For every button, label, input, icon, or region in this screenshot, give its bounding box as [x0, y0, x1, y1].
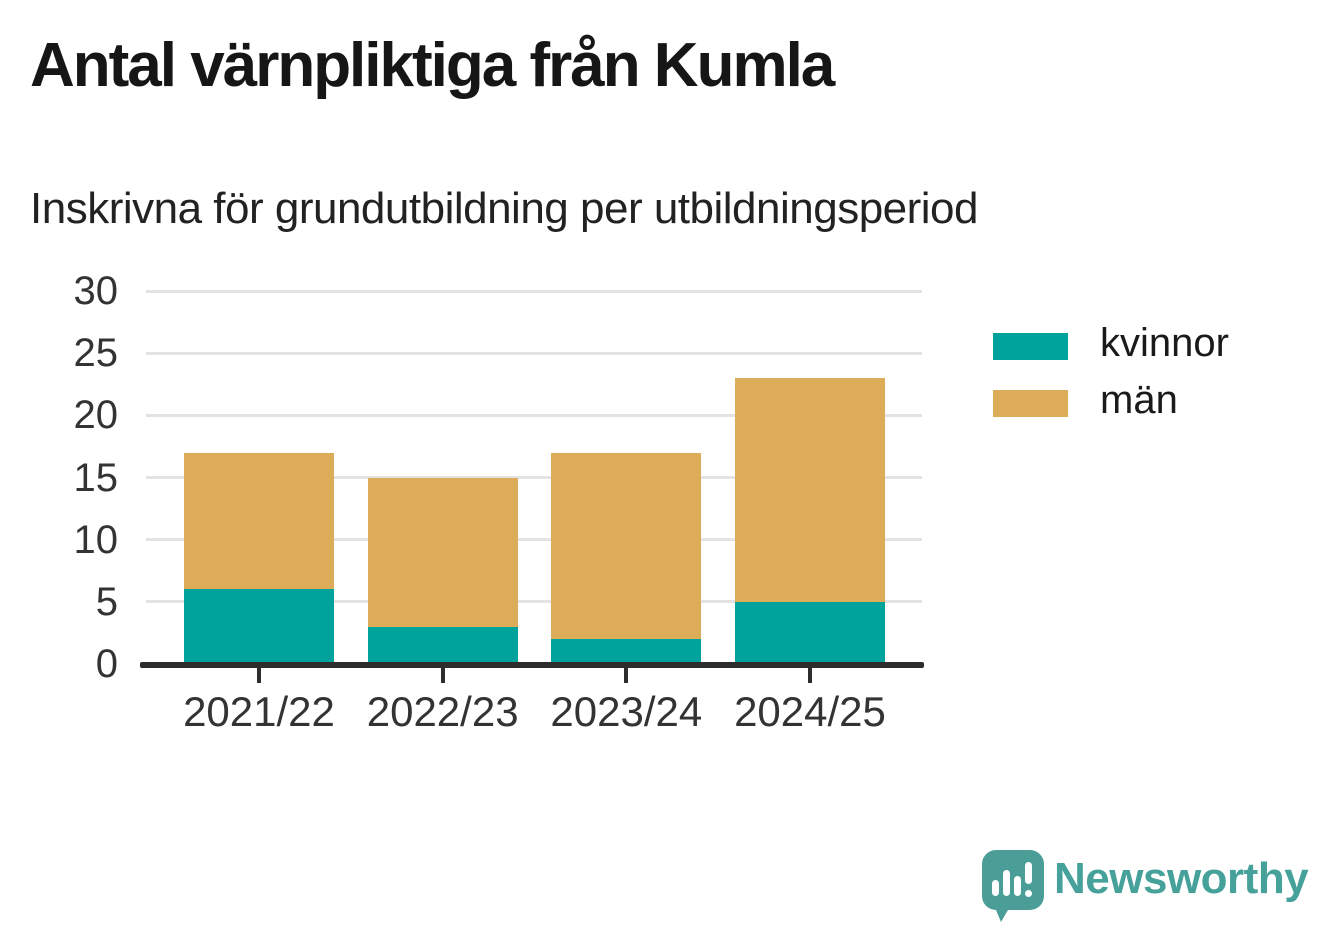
x-tick-label-2023/24: 2023/24: [550, 688, 703, 735]
newsworthy-logo: Newsworthy: [978, 846, 1309, 926]
x-axis-tick-2021/22: [257, 668, 261, 683]
y-tick-label-10: 10: [73, 517, 119, 562]
x-tick-label-2022/23: 2022/23: [366, 688, 519, 735]
x-axis-line: [140, 662, 924, 668]
legend-swatch-män: [993, 390, 1068, 417]
page-title: Antal värnpliktiga från Kumla: [30, 31, 835, 100]
gridline-y-30: [146, 289, 922, 293]
x-tick-label-2021/22: 2021/22: [183, 688, 335, 735]
x-tick-label-2024/25: 2024/25: [734, 688, 886, 735]
y-tick-label-25: 25: [73, 331, 119, 376]
x-axis-tick-2022/23: [440, 668, 445, 683]
legend-label-kvinnor: kvinnor: [1100, 321, 1229, 365]
y-tick-label-30: 30: [73, 269, 119, 313]
x-axis-tick-2023/24: [624, 668, 629, 683]
bar-segment-kvinnor-2023/24: [551, 639, 702, 664]
gridline-y-20: [146, 413, 922, 417]
bar-segment-kvinnor-2024/25: [735, 601, 885, 664]
x-axis-tick-2024/25: [808, 668, 812, 683]
chart-subtitle: Inskrivna för grundutbildning per utbild…: [30, 184, 979, 233]
legend-label-män: män: [1100, 378, 1178, 422]
y-tick-label-20: 20: [73, 393, 119, 438]
bar-chart-speech-bubble-icon: [982, 850, 1044, 922]
gridline-y-5: [146, 600, 922, 604]
newsworthy-wordmark: Newsworthy: [1054, 854, 1309, 903]
legend-swatch-kvinnor: [993, 333, 1068, 360]
bar-segment-kvinnor-2021/22: [184, 589, 334, 664]
y-tick-label-15: 15: [73, 455, 119, 500]
bar-segment-män-2022/23: [367, 477, 518, 627]
bar-segment-män-2021/22: [184, 452, 334, 590]
bar-segment-män-2023/24: [551, 452, 702, 640]
gridline-y-25: [146, 351, 922, 355]
gridline-y-10: [146, 538, 922, 542]
gridline-y-15: [146, 476, 922, 479]
bar-segment-män-2024/25: [735, 378, 885, 602]
y-tick-label-0: 0: [95, 642, 118, 686]
bar-segment-kvinnor-2022/23: [367, 626, 518, 664]
y-tick-label-5: 5: [95, 579, 118, 624]
